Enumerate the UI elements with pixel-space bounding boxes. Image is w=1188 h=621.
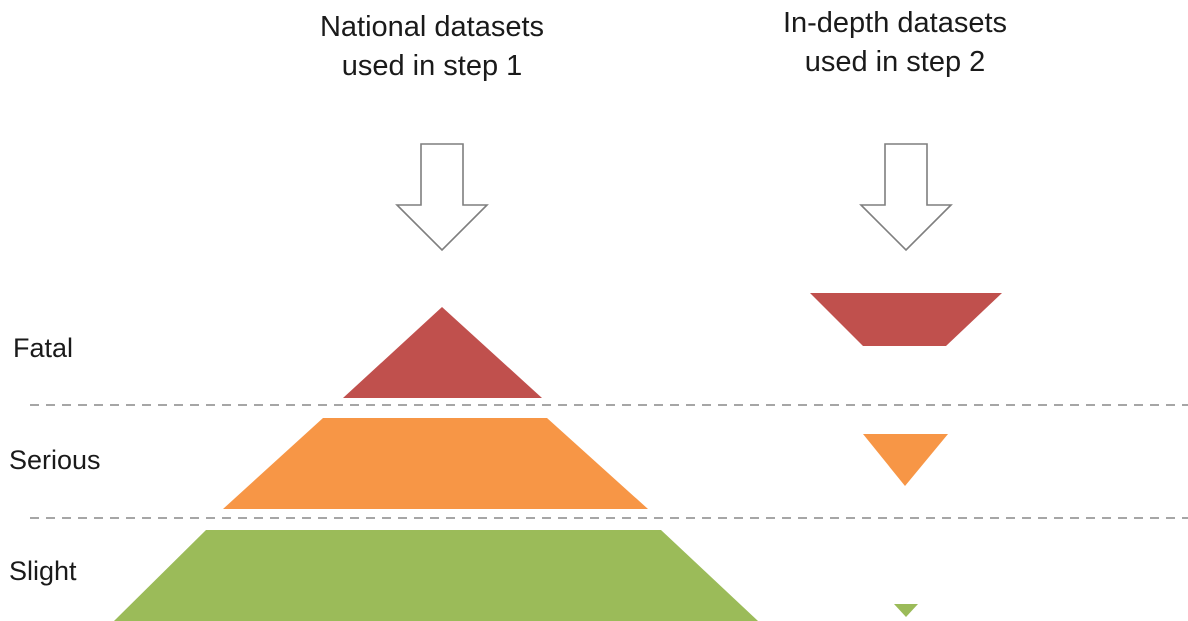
heading-national-line-2: used in step 1: [341, 50, 523, 82]
level-label-serious: Serious: [9, 445, 101, 475]
down-arrow-outline-icon: [859, 143, 953, 252]
in-depth-serious-segment: [863, 434, 948, 486]
level-label-slight: Slight: [9, 556, 77, 586]
heading-in-depth-line-2: used in step 2: [804, 46, 986, 78]
heading-in-depth-datasets: In-depth datasets used in step 2: [783, 4, 1007, 82]
level-label-fatal: Fatal: [13, 333, 74, 363]
in-depth-slight-segment: [894, 604, 918, 617]
national-fatal-segment: [343, 307, 542, 398]
in-depth-fatal-segment: [810, 293, 1002, 346]
heading-national-line-1: National datasets: [319, 11, 545, 43]
heading-in-depth-line-1: In-depth datasets: [782, 7, 1008, 39]
national-slight-segment: [114, 530, 758, 621]
heading-national-datasets: National datasets used in step 1: [320, 8, 544, 86]
down-arrow-outline-icon: [395, 143, 489, 252]
national-serious-segment: [223, 418, 648, 509]
